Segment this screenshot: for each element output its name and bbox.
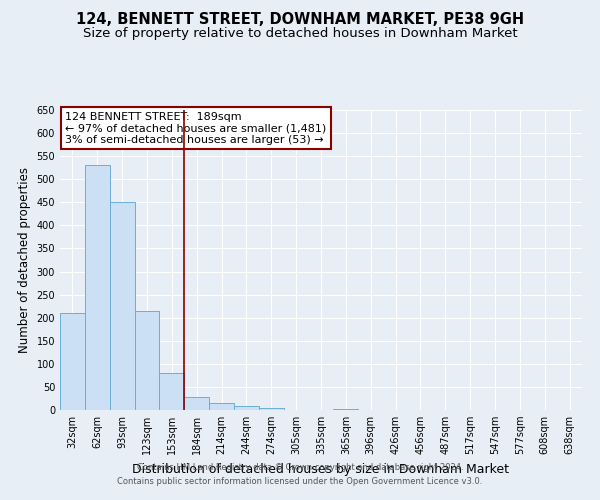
Bar [234, 406, 259, 410]
Bar [209, 403, 234, 410]
Y-axis label: Number of detached properties: Number of detached properties [18, 167, 31, 353]
Text: 124 BENNETT STREET:  189sqm
← 97% of detached houses are smaller (1,481)
3% of s: 124 BENNETT STREET: 189sqm ← 97% of deta… [65, 112, 326, 144]
Text: Contains HM Land Registry data © Crown copyright and database right 2024.: Contains HM Land Registry data © Crown c… [137, 464, 463, 472]
Bar [334, 409, 358, 410]
Bar [259, 408, 284, 410]
Text: Size of property relative to detached houses in Downham Market: Size of property relative to detached ho… [83, 28, 517, 40]
Bar [160, 373, 184, 410]
X-axis label: Distribution of detached houses by size in Downham Market: Distribution of detached houses by size … [133, 462, 509, 475]
Bar [60, 313, 85, 410]
Bar [85, 166, 110, 410]
Bar [184, 397, 209, 410]
Bar [110, 202, 134, 410]
Text: Contains public sector information licensed under the Open Government Licence v3: Contains public sector information licen… [118, 477, 482, 486]
Text: 124, BENNETT STREET, DOWNHAM MARKET, PE38 9GH: 124, BENNETT STREET, DOWNHAM MARKET, PE3… [76, 12, 524, 28]
Bar [134, 311, 160, 410]
